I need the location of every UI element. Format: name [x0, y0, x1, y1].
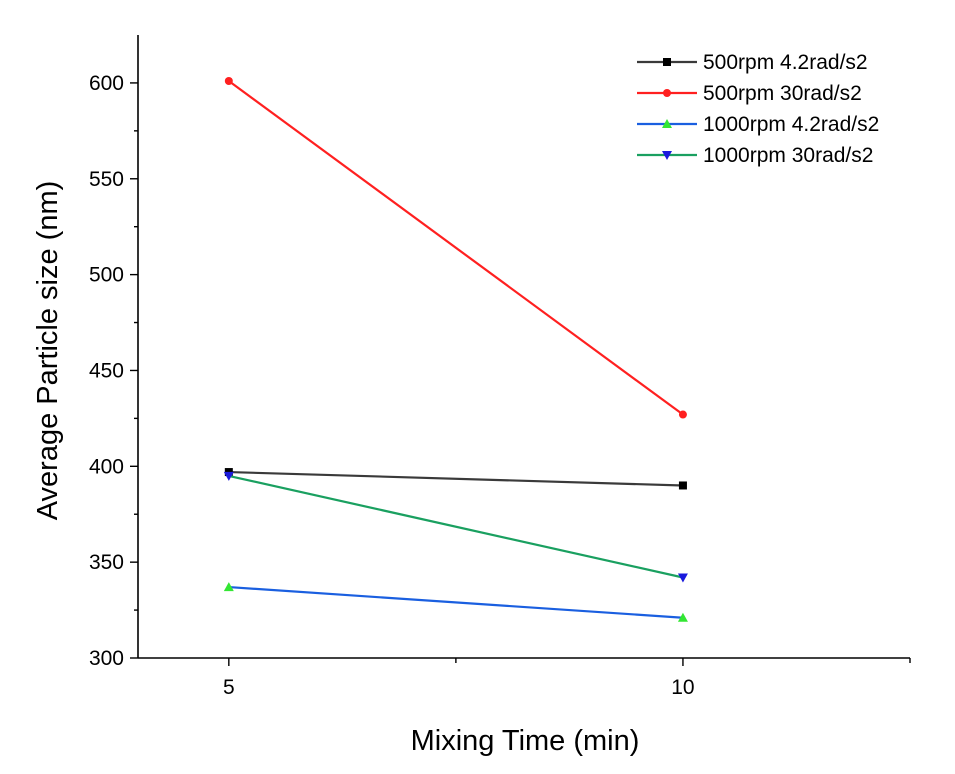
- legend-label: 1000rpm 30rad/s2: [703, 144, 873, 167]
- axes: 300 350 400 450 500 550 600 5 10 Mixing Time (min…: [32, 35, 911, 757]
- series-layer: [223, 77, 688, 622]
- y-axis-title: Average Particle size (nm): [32, 181, 64, 521]
- x-tick-label: 5: [223, 676, 235, 699]
- y-tick-label: 300: [89, 647, 124, 670]
- y-tick-label: 350: [89, 551, 124, 574]
- legend-label: 500rpm 4.2rad/s2: [703, 51, 868, 74]
- x-axis-title: Mixing Time (min): [411, 725, 640, 757]
- legend-marker: [663, 58, 671, 66]
- y-tick-label: 550: [89, 168, 124, 191]
- data-point: [677, 573, 688, 583]
- y-tick-label: 600: [89, 72, 124, 95]
- series-4: [223, 471, 688, 583]
- legend-item: 500rpm 30rad/s2: [637, 82, 862, 105]
- y-tick-label: 400: [89, 455, 124, 478]
- series-line: [228, 470, 683, 487]
- legend-item: 1000rpm 4.2rad/s2: [637, 113, 879, 136]
- series-line: [228, 474, 684, 579]
- legend-label: 500rpm 30rad/s2: [703, 82, 862, 105]
- data-point: [678, 481, 687, 490]
- legend-marker: [662, 151, 672, 160]
- legend: 500rpm 4.2rad/s2 500rpm 30rad/s2 1000rpm 4…: [637, 51, 879, 167]
- data-point: [224, 77, 233, 86]
- series-1: [224, 468, 687, 490]
- data-point: [223, 471, 234, 481]
- y-tick-label: 450: [89, 359, 124, 382]
- series-line: [228, 585, 684, 619]
- data-point: [677, 612, 688, 622]
- legend-item: 500rpm 4.2rad/s2: [637, 51, 868, 74]
- y-tick-label: 500: [89, 264, 124, 287]
- legend-marker: [663, 89, 671, 97]
- series-line: [228, 80, 684, 416]
- series-2: [224, 77, 687, 419]
- x-tick-label: 10: [671, 676, 694, 699]
- legend-marker: [662, 119, 672, 128]
- series-3: [223, 582, 688, 622]
- legend-label: 1000rpm 4.2rad/s2: [703, 113, 879, 136]
- data-point: [678, 410, 687, 419]
- legend-item: 1000rpm 30rad/s2: [637, 144, 873, 167]
- data-point: [223, 582, 234, 592]
